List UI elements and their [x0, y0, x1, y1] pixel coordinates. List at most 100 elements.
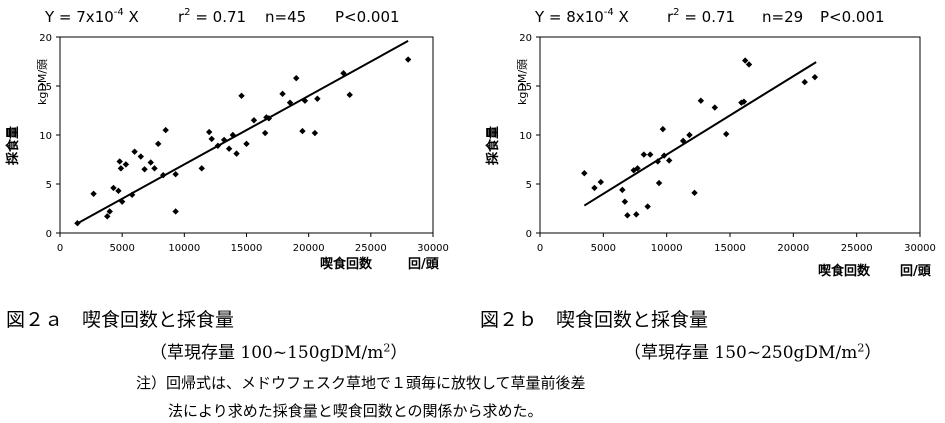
data-point — [122, 161, 130, 168]
data-point — [738, 99, 745, 106]
data-point — [206, 128, 213, 136]
x-tick-label: 30000 — [904, 243, 936, 254]
data-point — [265, 115, 273, 122]
y-tick-label: 0 — [46, 229, 52, 240]
data-point — [233, 150, 240, 157]
data-point — [279, 90, 286, 98]
y-tick-label: 10 — [39, 131, 52, 142]
data-point — [115, 187, 122, 195]
x-tick-label: 0 — [57, 243, 63, 254]
scatter-chart-a: Y = 7x10-4 X r2 = 0.71 n=45 P<0.001 0 5 10… — [5, 7, 449, 272]
data-point — [106, 208, 113, 215]
plot-area: 0 5 10 15 20 0 5000 10000 15000 20000 25000 30000 — [519, 33, 936, 254]
x-tick-label: 30000 — [417, 243, 449, 254]
data-point — [624, 212, 631, 219]
y-tick-label: 15 — [39, 82, 52, 93]
y-tick-label: 20 — [39, 33, 52, 44]
data-point — [250, 117, 258, 124]
data-point — [801, 78, 808, 86]
data-point — [104, 213, 111, 220]
data-point — [745, 61, 753, 68]
p-value: P<0.001 — [335, 8, 400, 26]
data-point — [711, 104, 718, 111]
data-point — [118, 198, 126, 205]
data-point — [238, 92, 245, 99]
y-axis-unit: kgDM/頭 — [516, 59, 529, 105]
regression-equation: Y = 7x10-4 X — [44, 7, 139, 26]
data-point — [147, 159, 154, 166]
y-axis-label: 採食量 — [485, 126, 501, 165]
data-point — [634, 165, 641, 172]
figure-caption-a: 図２ａ 喫食回数と採食量 — [6, 309, 235, 331]
x-tick-label: 10000 — [168, 243, 200, 254]
data-point — [116, 158, 123, 165]
scatter-chart-b: Y = 8x10-4 X r2 = 0.71 n=29 P<0.001 0 5 10… — [485, 7, 936, 279]
data-point — [314, 95, 321, 102]
sample-size: n=45 — [265, 8, 306, 26]
data-point — [581, 170, 588, 177]
figure-subcaption-b: （草現存量 150~250gDM/m2） — [624, 341, 882, 363]
data-point — [644, 203, 651, 210]
y-tick-label: 15 — [519, 82, 532, 93]
x-tick-label: 15000 — [231, 243, 263, 254]
figure-caption-b: 図２ｂ 喫食回数と採食量 — [480, 309, 709, 331]
note-line-1: 注）回帰式は、メドウフェスク草地で１頭毎に放牧して草量前後差 — [136, 374, 586, 392]
data-point — [286, 99, 294, 106]
plot-frame — [59, 36, 434, 234]
data-point — [311, 129, 319, 137]
data-point — [630, 167, 637, 174]
figure-subcaption-a: （草現存量 100~150gDM/m2） — [150, 341, 408, 363]
data-point — [74, 220, 81, 227]
data-point — [293, 74, 300, 82]
data-point — [299, 127, 306, 135]
data-point — [301, 97, 309, 104]
data-point — [261, 129, 269, 137]
data-point — [591, 184, 598, 192]
data-point — [597, 178, 604, 186]
data-point — [110, 184, 117, 192]
regression-equation: Y = 8x10-4 X — [534, 7, 629, 26]
data-point — [225, 145, 233, 152]
data-point — [172, 171, 179, 178]
y-tick-label: 5 — [46, 180, 52, 191]
data-point — [666, 157, 673, 164]
y-tick-label: 5 — [526, 180, 532, 191]
data-point — [128, 191, 136, 198]
data-point — [159, 171, 167, 179]
x-tick-label: 0 — [537, 243, 543, 254]
data-point — [346, 91, 353, 99]
data-point — [691, 189, 698, 197]
data-point — [229, 131, 237, 139]
data-point — [647, 151, 654, 158]
plot-frame — [539, 36, 921, 234]
data-point — [340, 70, 347, 77]
y-tick-label: 20 — [519, 33, 532, 44]
data-point — [660, 152, 668, 159]
data-point — [686, 131, 693, 139]
p-value: P<0.001 — [820, 8, 885, 26]
data-point — [633, 211, 640, 218]
x-tick-label: 20000 — [293, 243, 325, 254]
x-axis-unit: 回/頭 — [408, 257, 440, 272]
data-point — [619, 186, 626, 194]
regression-line — [78, 40, 409, 224]
data-point — [220, 136, 228, 144]
data-point — [131, 148, 138, 155]
x-tick-label: 20000 — [777, 243, 809, 254]
x-tick-label: 25000 — [841, 243, 873, 254]
data-point — [621, 198, 629, 205]
data-point — [141, 166, 148, 173]
y-tick-label: 10 — [519, 131, 532, 142]
plot-area: 0 5 10 15 20 0 5000 10000 15000 20000 25000 30000 — [39, 33, 449, 254]
x-axis-label: 喫食回数 — [818, 263, 871, 279]
data-point — [697, 97, 705, 104]
data-point — [198, 165, 205, 172]
data-point — [137, 153, 145, 160]
data-point — [90, 190, 97, 197]
data-point — [162, 126, 169, 134]
r-squared: r2 = 0.71 — [667, 7, 735, 26]
data-point — [640, 151, 648, 158]
data-point — [214, 142, 222, 149]
x-tick-label: 5000 — [591, 243, 616, 254]
data-point — [655, 179, 663, 187]
